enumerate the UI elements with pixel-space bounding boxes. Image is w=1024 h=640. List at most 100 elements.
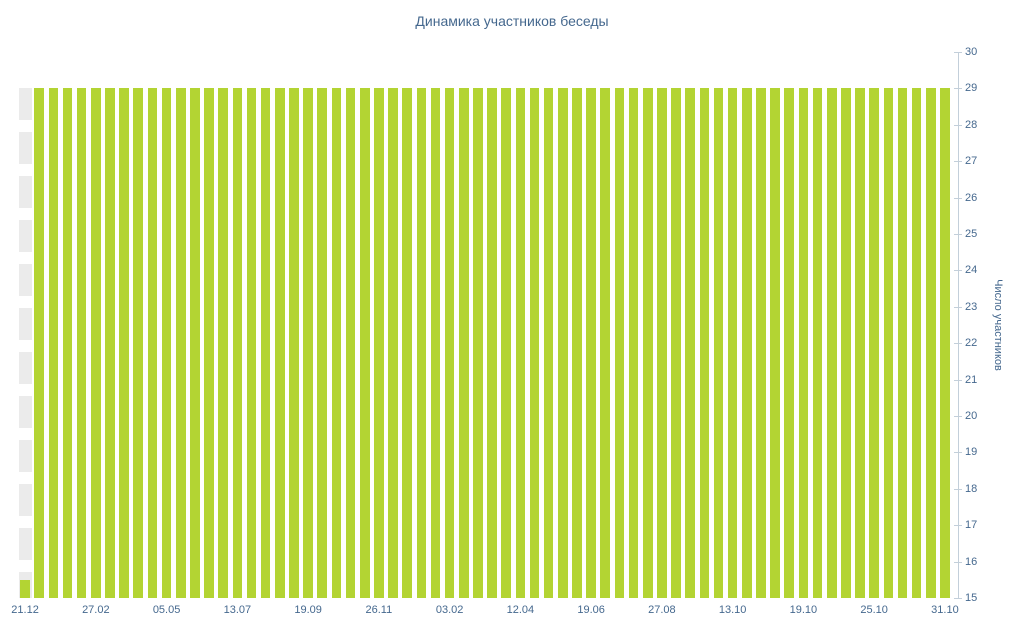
- bar[interactable]: [572, 88, 582, 598]
- bar[interactable]: [925, 88, 936, 598]
- bar[interactable]: [770, 88, 780, 598]
- bar[interactable]: [119, 88, 129, 598]
- bar[interactable]: [232, 88, 243, 598]
- bar[interactable]: [586, 88, 596, 598]
- bar[interactable]: [897, 88, 908, 598]
- y-tick-mark: [954, 452, 962, 454]
- bar[interactable]: [657, 88, 667, 598]
- y-tick-label: 16: [965, 555, 978, 568]
- bar[interactable]: [487, 88, 497, 598]
- bar[interactable]: [175, 88, 186, 598]
- x-tick-label: 19.09: [294, 604, 322, 616]
- y-tick-mark: [954, 88, 962, 90]
- bar[interactable]: [289, 88, 299, 598]
- bar[interactable]: [260, 88, 271, 598]
- bar[interactable]: [76, 88, 87, 598]
- bar[interactable]: [558, 88, 568, 598]
- bar[interactable]: [543, 88, 554, 598]
- x-tick-label: 03.02: [435, 604, 464, 616]
- bar[interactable]: [940, 88, 950, 598]
- y-tick-label: 21: [965, 373, 978, 386]
- bar[interactable]: [473, 88, 483, 598]
- x-tick-label: 12.04: [506, 604, 535, 616]
- bar[interactable]: [911, 88, 922, 598]
- bar[interactable]: [20, 579, 30, 598]
- bar[interactable]: [190, 88, 200, 598]
- x-tick-label: 21.12: [11, 604, 39, 616]
- bar[interactable]: [430, 88, 441, 598]
- bar[interactable]: [402, 88, 412, 598]
- bar[interactable]: [204, 88, 214, 598]
- bar[interactable]: [529, 88, 540, 598]
- bar[interactable]: [133, 88, 144, 598]
- bar[interactable]: [614, 88, 625, 598]
- bar[interactable]: [855, 88, 865, 598]
- bar[interactable]: [756, 88, 766, 598]
- bar[interactable]: [685, 88, 695, 598]
- bar[interactable]: [274, 88, 285, 598]
- bar[interactable]: [699, 88, 710, 598]
- x-tick-label: 19.06: [577, 604, 605, 616]
- bar[interactable]: [671, 88, 681, 598]
- bar[interactable]: [359, 88, 370, 598]
- bar[interactable]: [812, 88, 823, 598]
- bar[interactable]: [883, 88, 894, 598]
- y-tick-label: 22: [965, 337, 978, 350]
- y-tick-mark: [954, 197, 962, 199]
- y-axis-line: [958, 52, 959, 598]
- bar[interactable]: [628, 88, 639, 598]
- bar[interactable]: [331, 88, 342, 598]
- bar[interactable]: [841, 88, 851, 598]
- bar[interactable]: [48, 88, 59, 598]
- chart-title: Динамика участников беседы: [415, 13, 609, 29]
- y-tick-mark: [954, 379, 962, 381]
- bar[interactable]: [317, 88, 328, 598]
- bar[interactable]: [869, 88, 879, 598]
- bar[interactable]: [416, 88, 427, 598]
- y-tick-label: 29: [965, 82, 978, 95]
- bar[interactable]: [515, 88, 526, 598]
- bar[interactable]: [798, 88, 809, 598]
- bar[interactable]: [458, 88, 469, 598]
- y-tick-label: 24: [965, 264, 978, 277]
- y-tick-mark: [954, 124, 962, 126]
- x-tick-label: 05.05: [152, 604, 181, 616]
- y-tick-mark: [954, 525, 962, 527]
- bar[interactable]: [34, 88, 45, 598]
- y-tick-label: 23: [965, 300, 978, 313]
- y-tick-mark: [954, 161, 962, 163]
- bar[interactable]: [388, 88, 398, 598]
- bar[interactable]: [501, 88, 512, 598]
- y-tick-mark: [954, 234, 962, 235]
- bar[interactable]: [161, 88, 172, 598]
- y-tick-mark: [954, 488, 962, 490]
- y-tick-mark: [954, 270, 962, 272]
- bar[interactable]: [727, 88, 738, 598]
- y-tick-mark: [954, 52, 962, 53]
- y-tick-label: 30: [965, 46, 978, 58]
- bar[interactable]: [444, 88, 455, 598]
- bar[interactable]: [374, 88, 384, 598]
- bar[interactable]: [741, 88, 752, 598]
- bar[interactable]: [784, 88, 795, 598]
- bar[interactable]: [147, 88, 158, 598]
- bar[interactable]: [91, 88, 101, 598]
- bar[interactable]: [345, 88, 356, 598]
- bar[interactable]: [826, 88, 837, 598]
- y-tick-label: 15: [965, 592, 978, 604]
- bar[interactable]: [105, 88, 115, 598]
- bar[interactable]: [246, 88, 257, 598]
- x-tick-label: 25.10: [860, 604, 888, 616]
- bar[interactable]: [600, 88, 611, 598]
- y-tick-label: 27: [965, 155, 978, 168]
- bar[interactable]: [713, 88, 724, 598]
- y-tick-label: 28: [965, 118, 978, 131]
- bar[interactable]: [218, 88, 228, 598]
- bar[interactable]: [62, 88, 73, 598]
- ghost-bar: [18, 88, 32, 598]
- bar[interactable]: [642, 88, 653, 598]
- bar[interactable]: [303, 88, 313, 598]
- y-tick-label: 25: [965, 228, 978, 240]
- x-tick-label: 27.02: [82, 604, 110, 616]
